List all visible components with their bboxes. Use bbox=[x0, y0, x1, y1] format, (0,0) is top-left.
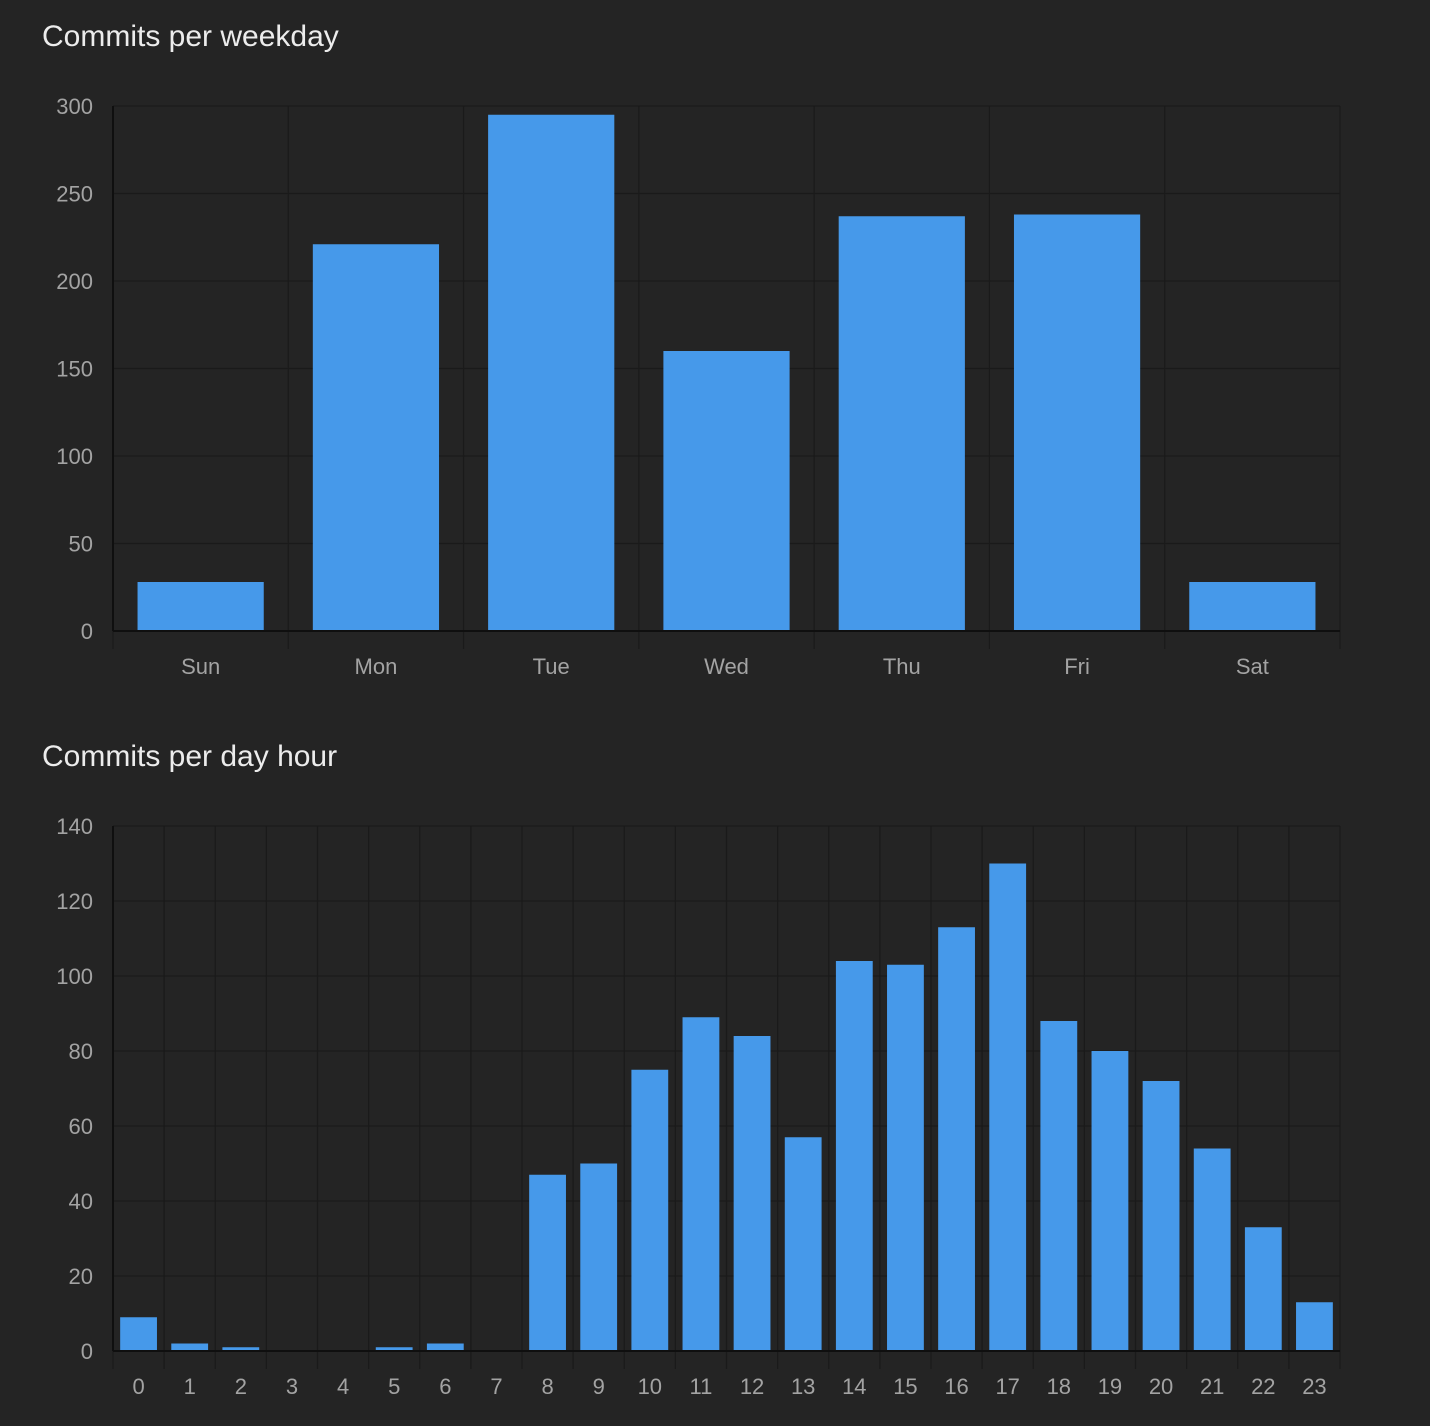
axis-layer bbox=[112, 826, 1340, 1352]
bar-21 bbox=[1193, 1148, 1231, 1351]
x-tick-label: 22 bbox=[1251, 1374, 1275, 1399]
x-tick-label: 14 bbox=[842, 1374, 866, 1399]
y-tick-label: 120 bbox=[56, 889, 93, 914]
bar-Wed bbox=[663, 351, 790, 631]
x-tick-label: 5 bbox=[388, 1374, 400, 1399]
bar-Mon bbox=[312, 244, 440, 631]
x-tick-label: 13 bbox=[791, 1374, 815, 1399]
x-tick-label: Sat bbox=[1236, 654, 1269, 679]
x-tick-label: 16 bbox=[944, 1374, 968, 1399]
bars-layer bbox=[120, 863, 1333, 1351]
x-tick-label: 1 bbox=[184, 1374, 196, 1399]
bar-11 bbox=[682, 1017, 720, 1351]
bar-10 bbox=[631, 1069, 669, 1351]
bar-15 bbox=[887, 964, 924, 1351]
bar-17 bbox=[989, 863, 1027, 1351]
y-tick-label: 80 bbox=[69, 1039, 93, 1064]
x-tick-label: Mon bbox=[355, 654, 398, 679]
bar-8 bbox=[529, 1174, 566, 1351]
x-tick-label: 0 bbox=[132, 1374, 144, 1399]
bar-5 bbox=[375, 1347, 413, 1351]
y-tick-label: 200 bbox=[56, 269, 93, 294]
bar-16 bbox=[938, 927, 975, 1351]
bar-0 bbox=[120, 1317, 157, 1351]
bar-Tue bbox=[488, 114, 615, 631]
bar-6 bbox=[426, 1343, 464, 1351]
bar-Sun bbox=[137, 582, 264, 631]
y-tick-label: 250 bbox=[56, 182, 93, 207]
y-tick-label: 150 bbox=[56, 357, 93, 382]
x-tick-label: 20 bbox=[1149, 1374, 1173, 1399]
labels-layer: 0 50 100 150 200 250 300 Sun Mon Tue Wed Thu Fri Sat bbox=[56, 94, 1269, 679]
x-tick-label: 4 bbox=[337, 1374, 349, 1399]
bar-1 bbox=[171, 1343, 209, 1351]
axis-layer bbox=[112, 106, 1340, 632]
y-tick-label: 0 bbox=[81, 1339, 93, 1364]
x-tick-label: Wed bbox=[704, 654, 749, 679]
x-tick-label: Sun bbox=[181, 654, 220, 679]
x-tick-label: 2 bbox=[235, 1374, 247, 1399]
x-tick-label: 8 bbox=[541, 1374, 553, 1399]
bar-Thu bbox=[838, 216, 965, 631]
bar-12 bbox=[733, 1036, 771, 1351]
y-tick-label: 50 bbox=[69, 532, 93, 557]
x-tick-label: 21 bbox=[1200, 1374, 1224, 1399]
x-tick-label: 15 bbox=[893, 1374, 917, 1399]
bar-13 bbox=[784, 1137, 822, 1351]
x-tick-label: 23 bbox=[1302, 1374, 1326, 1399]
y-tick-label: 0 bbox=[81, 619, 93, 644]
x-tick-label: 10 bbox=[638, 1374, 662, 1399]
x-tick-label: Fri bbox=[1064, 654, 1090, 679]
bar-14 bbox=[835, 961, 873, 1351]
bar-2 bbox=[222, 1347, 260, 1351]
x-tick-label: 17 bbox=[995, 1374, 1019, 1399]
x-tick-label: 6 bbox=[439, 1374, 451, 1399]
bar-Sat bbox=[1189, 582, 1316, 631]
bar-20 bbox=[1142, 1081, 1180, 1351]
x-tick-label: 18 bbox=[1047, 1374, 1071, 1399]
x-tick-label: 9 bbox=[593, 1374, 605, 1399]
y-tick-label: 140 bbox=[56, 814, 93, 839]
bar-18 bbox=[1040, 1021, 1078, 1351]
y-tick-label: 20 bbox=[69, 1264, 93, 1289]
bar-23 bbox=[1296, 1302, 1333, 1351]
y-tick-label: 100 bbox=[56, 444, 93, 469]
x-tick-label: 19 bbox=[1098, 1374, 1122, 1399]
weekday-bar-chart: 0 50 100 150 200 250 300 Sun Mon Tue Wed Thu Fri Sat bbox=[56, 94, 1341, 679]
y-tick-label: 60 bbox=[69, 1114, 93, 1139]
bar-22 bbox=[1244, 1227, 1282, 1351]
y-tick-label: 40 bbox=[69, 1189, 93, 1214]
bar-19 bbox=[1091, 1051, 1129, 1351]
bars-layer bbox=[137, 114, 1316, 631]
grid-layer bbox=[112, 825, 1341, 1369]
bar-Fri bbox=[1013, 214, 1141, 631]
y-tick-label: 100 bbox=[56, 964, 93, 989]
x-tick-label: 12 bbox=[740, 1374, 764, 1399]
bar-9 bbox=[580, 1163, 618, 1351]
x-tick-label: Thu bbox=[883, 654, 921, 679]
x-tick-label: Tue bbox=[533, 654, 570, 679]
x-tick-label: 11 bbox=[690, 1374, 713, 1399]
x-tick-label: 3 bbox=[286, 1374, 298, 1399]
chart-title-hour: Commits per day hour bbox=[42, 740, 338, 773]
chart-title-weekday: Commits per weekday bbox=[42, 20, 339, 53]
x-tick-label: 7 bbox=[490, 1374, 502, 1399]
y-tick-label: 300 bbox=[56, 94, 93, 119]
